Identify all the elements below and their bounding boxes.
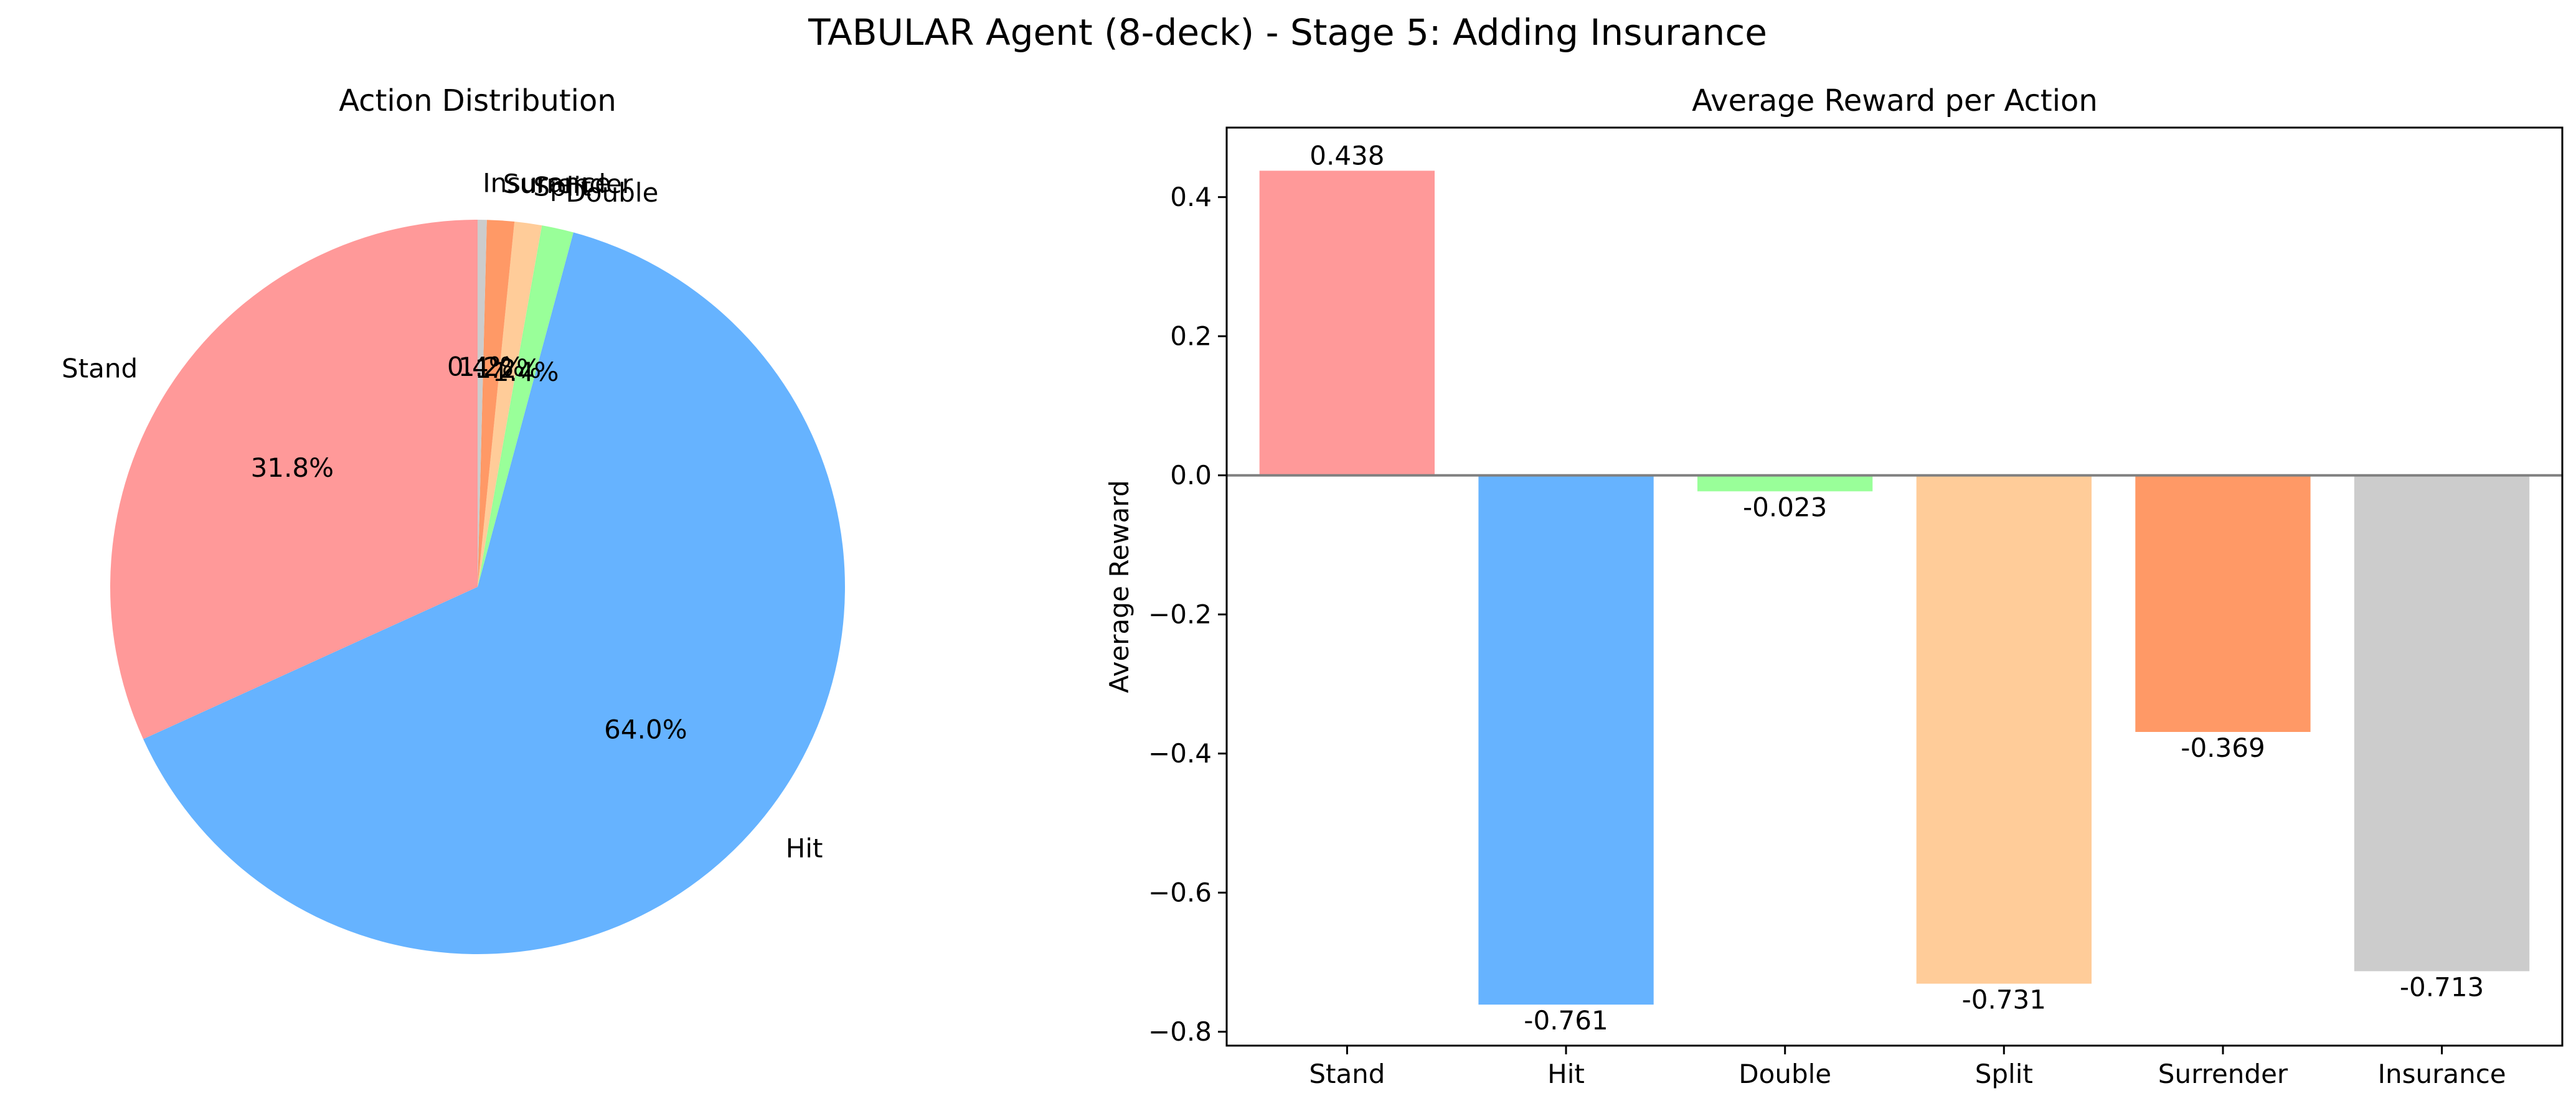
pie-label-surrender: Surrender: [503, 169, 633, 199]
pie-labels: Stand 31.8% Hit 64.0% Double 1.4% Split 1.2% Sur…: [62, 168, 823, 864]
pie-percent-split: 1.2%: [474, 354, 541, 384]
x-tick-label-hit: Hit: [1547, 1059, 1585, 1089]
y-tick-label: 0.0: [1170, 460, 1212, 490]
bar-value-surrender: -0.369: [2181, 733, 2265, 763]
bar-value-stand: 0.438: [1309, 140, 1384, 171]
pie-percent-stand: 31.8%: [251, 452, 334, 483]
y-tick-label: 0.4: [1170, 182, 1212, 212]
figure-title: TABULAR Agent (8-deck) - Stage 5: Adding…: [808, 11, 1767, 54]
pie-slice-double: [478, 225, 573, 587]
bar-title: Average Reward per Action: [1692, 83, 2098, 118]
y-tick-label: 0.2: [1170, 321, 1212, 352]
pie-slice-surrender: [478, 220, 515, 587]
pie-percent-surrender: 1.2%: [458, 352, 525, 382]
pie-title: Action Distribution: [339, 83, 616, 118]
bar-double: [1697, 475, 1873, 492]
bar-value-labels: 0.438 -0.761 -0.023 -0.731 -0.369 -0.713: [1309, 140, 2484, 1036]
pie-slice-insurance: [478, 220, 487, 587]
y-tick-label: −0.6: [1148, 878, 1212, 908]
y-tick-label: −0.4: [1148, 738, 1212, 769]
x-axis-ticks: Stand Hit Double Split Surrender Insurance: [1309, 1046, 2506, 1089]
pie-label-split: Split: [533, 172, 591, 202]
x-tick-label-insurance: Insurance: [2378, 1059, 2506, 1089]
bar-value-insurance: -0.713: [2400, 972, 2484, 1002]
bar-stand: [1259, 171, 1435, 476]
pie-label-stand: Stand: [62, 353, 138, 383]
bar-axes-frame: [1225, 126, 2564, 1047]
pie-label-insurance: Insurance: [483, 168, 611, 199]
y-tick-label: −0.2: [1148, 599, 1212, 630]
pie-label-hit: Hit: [786, 833, 823, 863]
bar-surrender: [2135, 475, 2311, 732]
bar-insurance: [2354, 475, 2530, 972]
pie-percent-insurance: 0.4%: [447, 352, 514, 382]
y-axis-label: Average Reward: [1104, 480, 1135, 693]
x-tick-label-split: Split: [1975, 1059, 2033, 1089]
x-tick-label-stand: Stand: [1309, 1059, 1385, 1089]
pie-percent-hit: 64.0%: [604, 715, 687, 745]
bar-hit: [1478, 475, 1654, 1005]
x-tick-label-surrender: Surrender: [2158, 1059, 2288, 1089]
pie-slice-stand: [110, 220, 478, 739]
pie-chart: Action Distribution Stand 31.8% Hit 64.0% Do…: [62, 83, 846, 954]
y-axis-ticks: 0.4 0.2 0.0 −0.2 −0.4 −0.6 −0.8: [1148, 182, 1227, 1047]
y-tick-label: −0.8: [1148, 1016, 1212, 1047]
pie-slice-hit: [143, 232, 846, 954]
x-tick-label-double: Double: [1739, 1059, 1831, 1089]
pie-percent-double: 1.4%: [493, 357, 559, 387]
bar-bars: [1259, 171, 2530, 1005]
pie-slices: [110, 220, 846, 954]
bar-value-split: -0.731: [1962, 985, 2046, 1015]
bar-value-double: -0.023: [1743, 492, 1827, 522]
pie-slice-split: [478, 221, 542, 588]
bar-chart: Average Reward per Action 0.4 0.2 0.0 −0.2 −…: [1104, 83, 2564, 1089]
pie-label-double: Double: [566, 177, 659, 208]
bar-split: [1916, 475, 2092, 984]
bar-value-hit: -0.761: [1524, 1005, 1608, 1036]
